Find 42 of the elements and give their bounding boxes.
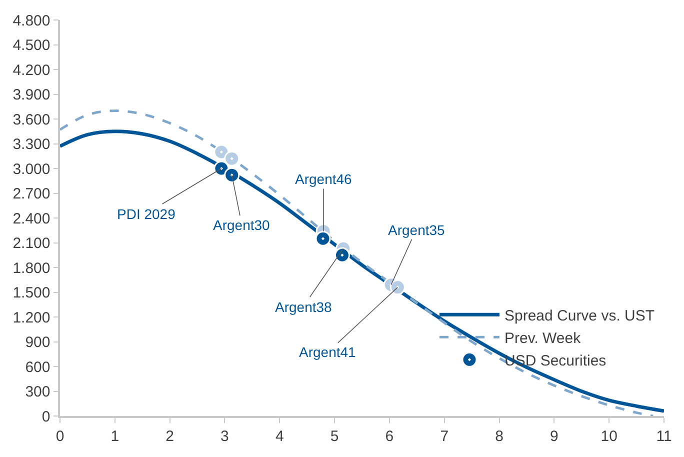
y-tick-label: 4.800 <box>12 12 50 30</box>
x-tick-label: 2 <box>166 428 174 445</box>
legend-label: Spread Curve vs. UST <box>504 308 655 324</box>
y-tick-label: 300 <box>25 384 50 400</box>
y-tick-label: 2.700 <box>12 186 50 202</box>
x-tick-label: 7 <box>440 428 449 445</box>
annotation: Argent38 <box>275 299 332 315</box>
y-tick-label: 1.800 <box>12 260 50 277</box>
annotation: Argent35 <box>388 222 446 238</box>
x-tick-label: 10 <box>600 428 618 445</box>
x-tick-label: 3 <box>220 428 229 445</box>
y-tick-label: 600 <box>25 358 50 376</box>
y-tick-label: 3.000 <box>12 160 50 178</box>
x-tick-label: 9 <box>550 428 558 445</box>
y-tick-label: 3.900 <box>12 86 50 104</box>
x-tick-label: 11 <box>656 428 672 445</box>
point <box>390 280 406 296</box>
y-tick-label: 2.400 <box>12 210 50 228</box>
point <box>224 167 240 183</box>
x-tick-label: 0 <box>56 428 64 445</box>
y-tick-label: 4.500 <box>12 37 50 54</box>
x-tick-label: 6 <box>385 428 394 445</box>
y-tick-label: 0 <box>42 408 50 426</box>
x-tick-label: 1 <box>110 428 120 445</box>
annotation: Argent46 <box>295 171 352 187</box>
y-tick-label: 900 <box>25 334 50 351</box>
y-tick-label: 1.200 <box>12 309 50 326</box>
x-tick-label: 5 <box>330 428 339 445</box>
point <box>224 150 240 166</box>
y-tick-label: 4.200 <box>12 62 50 79</box>
x-tick-label: 4 <box>275 428 284 445</box>
annotation: Argent30 <box>213 217 270 233</box>
annotation: PDI 2029 <box>117 206 176 222</box>
point <box>315 230 331 246</box>
y-tick-label: 3.600 <box>12 111 50 128</box>
y-tick-label: 2.100 <box>12 235 50 252</box>
x-tick-label: 8 <box>495 428 504 445</box>
annotation: Argent41 <box>299 344 356 360</box>
y-tick-label: 3.300 <box>12 136 50 153</box>
y-tick-label: 1.500 <box>12 284 50 302</box>
legend-label: Prev. Week <box>504 330 582 347</box>
point <box>334 247 350 263</box>
